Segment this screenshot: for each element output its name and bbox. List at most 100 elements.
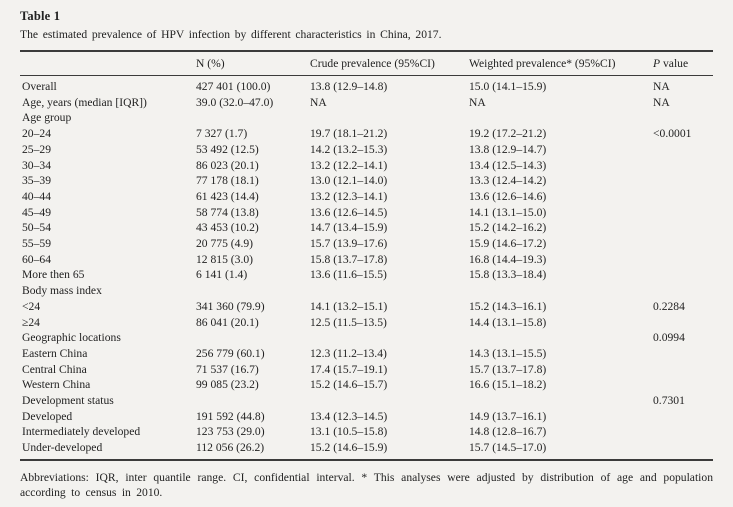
cell-crude-prevalence: 13.6 (11.6–15.5) xyxy=(310,268,387,282)
table-row: 30–34 86 023 (20.1) 13.2 (12.2–14.1) 13.… xyxy=(20,158,713,174)
cell-weighted-prevalence: 15.9 (14.6–17.2) xyxy=(469,237,547,251)
cell-p-value: <0.0001 xyxy=(653,127,692,141)
cell-n: 341 360 (79.9) xyxy=(196,299,265,313)
cell-p-value xyxy=(653,189,713,205)
cell-weighted-prevalence xyxy=(469,283,653,299)
cell-characteristic: 55–59 xyxy=(22,237,51,251)
cell-weighted-prevalence: 13.4 (12.5–14.3) xyxy=(469,158,547,172)
cell-p-value: NA xyxy=(653,95,670,109)
cell-p-value xyxy=(653,409,713,425)
cell-n: 191 592 (44.8) xyxy=(196,409,265,423)
cell-p-value xyxy=(653,377,713,393)
table-row: Under-developed 112 056 (26.2) 15.2 (14.… xyxy=(20,440,713,460)
cell-crude-prevalence: 12.5 (11.5–13.5) xyxy=(310,315,387,329)
table-row: <24 341 360 (79.9) 14.1 (13.2–15.1) 15.2… xyxy=(20,299,713,315)
table-number-heading: Table 1 xyxy=(20,9,61,23)
cell-weighted-prevalence: 14.8 (12.8–16.7) xyxy=(469,425,547,439)
cell-p-value xyxy=(653,424,713,440)
cell-weighted-prevalence: 14.3 (13.1–15.5) xyxy=(469,346,547,360)
table-header-row: N (%) Crude prevalence (95%CI) Weighted … xyxy=(20,51,713,76)
cell-p-value: NA xyxy=(653,80,670,93)
cell-n: 61 423 (14.4) xyxy=(196,189,259,203)
cell-p-value: 0.2284 xyxy=(653,299,685,313)
cell-weighted-prevalence: 16.6 (15.1–18.2) xyxy=(469,378,547,392)
cell-characteristic: Intermediately developed xyxy=(22,425,141,439)
cell-n: 43 453 (10.2) xyxy=(196,221,259,235)
cell-n: 20 775 (4.9) xyxy=(196,237,253,251)
cell-crude-prevalence: 13.1 (10.5–15.8) xyxy=(310,425,388,439)
cell-crude-prevalence: 14.7 (13.4–15.9) xyxy=(310,221,388,235)
cell-characteristic: 45–49 xyxy=(22,205,51,219)
p-value-word: value xyxy=(663,57,689,70)
table-row: More then 65 6 141 (1.4) 13.6 (11.6–15.5… xyxy=(20,267,713,283)
cell-crude-prevalence: 13.0 (12.1–14.0) xyxy=(310,174,388,188)
cell-characteristic: Body mass index xyxy=(22,284,102,298)
cell-p-value xyxy=(653,110,713,126)
cell-crude-prevalence: 13.6 (12.6–14.5) xyxy=(310,205,388,219)
cell-n: 12 815 (3.0) xyxy=(196,252,253,266)
cell-p-value xyxy=(653,220,713,236)
cell-p-value xyxy=(653,267,713,283)
cell-n: 86 041 (20.1) xyxy=(196,315,259,329)
table-row: Development status 0.7301 xyxy=(20,393,713,409)
table-row: 25–29 53 492 (12.5) 14.2 (13.2–15.3) 13.… xyxy=(20,142,713,158)
cell-n: 53 492 (12.5) xyxy=(196,142,259,156)
table-row: Central China 71 537 (16.7) 17.4 (15.7–1… xyxy=(20,362,713,378)
table-row: Developed 191 592 (44.8) 13.4 (12.3–14.5… xyxy=(20,409,713,425)
cell-characteristic: Western China xyxy=(22,378,91,392)
cell-n: 6 141 (1.4) xyxy=(196,268,248,282)
cell-crude-prevalence: 14.2 (13.2–15.3) xyxy=(310,142,388,156)
cell-crude-prevalence: 14.1 (13.2–15.1) xyxy=(310,299,388,313)
header-cell-n: N (%) xyxy=(196,51,310,76)
cell-characteristic: <24 xyxy=(22,299,41,313)
table-row: Overall 427 401 (100.0) 13.8 (12.9–14.8)… xyxy=(20,76,713,95)
cell-weighted-prevalence: 14.4 (13.1–15.8) xyxy=(469,315,547,329)
cell-p-value xyxy=(653,346,713,362)
cell-crude-prevalence: 13.4 (12.3–14.5) xyxy=(310,409,388,423)
cell-p-value xyxy=(653,142,713,158)
cell-p-value xyxy=(653,236,713,252)
cell-crude-prevalence: 17.4 (15.7–19.1) xyxy=(310,362,388,376)
table-row: 40–44 61 423 (14.4) 13.2 (12.3–14.1) 13.… xyxy=(20,189,713,205)
cell-n xyxy=(196,330,310,346)
header-cell-weighted-prevalence: Weighted prevalence* (95%CI) xyxy=(469,51,653,76)
cell-weighted-prevalence: 16.8 (14.4–19.3) xyxy=(469,252,547,266)
cell-characteristic: Age group xyxy=(22,111,72,125)
table-row: Geographic locations 0.0994 xyxy=(20,330,713,346)
cell-n: 112 056 (26.2) xyxy=(196,441,265,455)
cell-weighted-prevalence: 13.6 (12.6–14.6) xyxy=(469,189,547,203)
cell-n: 39.0 (32.0–47.0) xyxy=(196,95,274,109)
cell-weighted-prevalence: 13.8 (12.9–14.7) xyxy=(469,142,547,156)
table-body: Overall 427 401 (100.0) 13.8 (12.9–14.8)… xyxy=(20,76,713,460)
header-cell-characteristic xyxy=(20,51,196,76)
cell-crude-prevalence xyxy=(310,283,469,299)
cell-n: 427 401 (100.0) xyxy=(196,80,271,93)
cell-characteristic: 50–54 xyxy=(22,221,51,235)
cell-crude-prevalence: 15.2 (14.6–15.9) xyxy=(310,441,388,455)
cell-p-value xyxy=(653,205,713,221)
cell-characteristic: Overall xyxy=(22,80,57,93)
cell-characteristic: ≥24 xyxy=(22,315,40,329)
prevalence-table: N (%) Crude prevalence (95%CI) Weighted … xyxy=(20,50,713,461)
cell-weighted-prevalence: 15.7 (13.7–17.8) xyxy=(469,362,547,376)
cell-n: 77 178 (18.1) xyxy=(196,174,259,188)
cell-weighted-prevalence: 13.3 (12.4–14.2) xyxy=(469,174,547,188)
cell-crude-prevalence: 19.7 (18.1–21.2) xyxy=(310,127,388,141)
cell-crude-prevalence: 12.3 (11.2–13.4) xyxy=(310,346,387,360)
cell-n: 7 327 (1.7) xyxy=(196,127,248,141)
cell-weighted-prevalence: NA xyxy=(469,95,486,109)
cell-characteristic: 40–44 xyxy=(22,189,51,203)
table-row: Intermediately developed 123 753 (29.0) … xyxy=(20,424,713,440)
cell-n xyxy=(196,393,310,409)
cell-weighted-prevalence: 15.7 (14.5–17.0) xyxy=(469,441,547,455)
table-row: 60–64 12 815 (3.0) 15.8 (13.7–17.8) 16.8… xyxy=(20,252,713,268)
table-row: Western China 99 085 (23.2) 15.2 (14.6–1… xyxy=(20,377,713,393)
cell-p-value xyxy=(653,362,713,378)
cell-weighted-prevalence: 14.1 (13.1–15.0) xyxy=(469,205,547,219)
cell-p-value xyxy=(653,173,713,189)
cell-crude-prevalence: 15.8 (13.7–17.8) xyxy=(310,252,388,266)
cell-weighted-prevalence xyxy=(469,330,653,346)
cell-characteristic: 60–64 xyxy=(22,252,51,266)
cell-characteristic: 35–39 xyxy=(22,174,51,188)
